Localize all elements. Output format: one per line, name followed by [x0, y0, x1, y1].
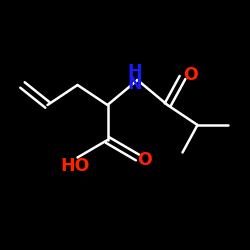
- Text: H: H: [128, 63, 142, 81]
- Text: O: O: [138, 151, 152, 169]
- Text: O: O: [182, 66, 198, 84]
- Text: HO: HO: [60, 157, 90, 175]
- Text: N: N: [128, 75, 142, 93]
